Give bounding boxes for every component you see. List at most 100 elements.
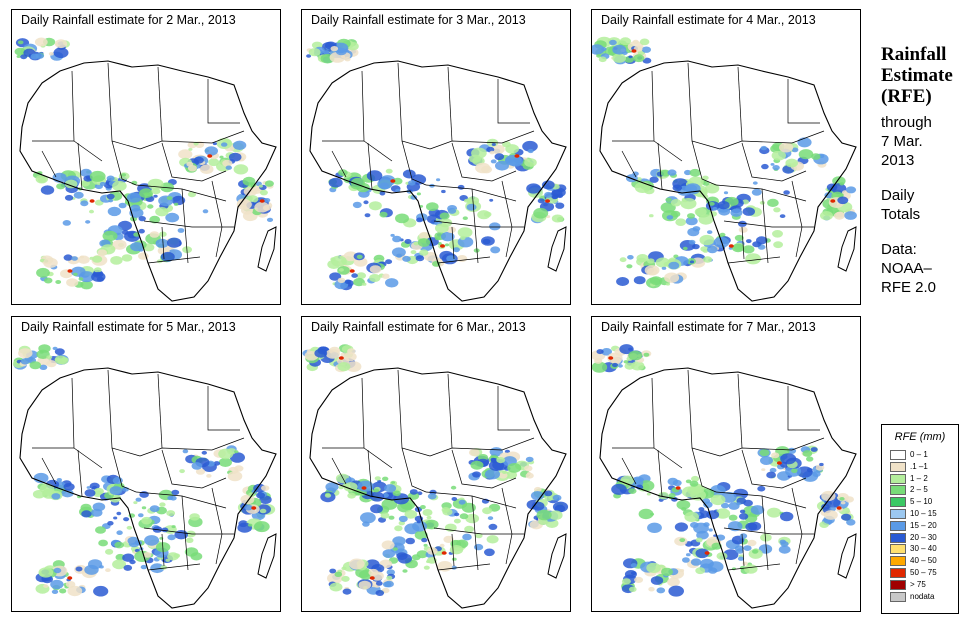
legend: RFE (mm) 0 – 1 .1 –1 1 – 2 2 – 5 5 – 10 10 – … [881,424,959,614]
legend-swatch [890,520,906,531]
rain-patch [694,207,707,217]
rain-patch [29,361,42,370]
rain-patch [424,519,439,530]
rain-patch [751,188,762,196]
rain-patch [366,170,383,182]
rain-patch [684,169,692,176]
rain-patch [408,180,416,186]
country-border [791,487,803,565]
rain-patch [59,588,67,594]
rain-patch [35,174,48,184]
rain-patch [698,507,705,512]
country-border [787,79,820,124]
africa-coastline [19,367,277,609]
legend-label: 1 – 2 [910,473,928,483]
rain-patch [259,508,267,514]
rain-patch [380,512,390,519]
rain-patch [65,581,76,588]
rain-patch [228,152,242,162]
heavy-rain-spot [390,179,396,183]
rain-patch [404,509,418,519]
rain-patch [716,552,728,560]
madagascar-outline [837,533,857,579]
rain-patch [361,282,367,286]
africa-coastline [599,367,857,609]
rain-patch [64,179,78,189]
rain-patch [802,450,813,457]
legend-label: 50 – 75 [910,567,937,577]
rain-patch [206,474,212,478]
country-border [41,150,57,178]
rain-patch [475,162,491,174]
country-border [447,373,453,449]
legend-swatch [890,591,906,602]
rain-patch [552,501,569,513]
map-panel-2: Daily Rainfall estimate for 3 Mar., 2013 [301,9,571,305]
rain-patch [623,360,629,364]
rain-patch [93,267,102,273]
heavy-rain-spot [361,486,367,490]
country-border [741,449,807,489]
rain-patch [544,490,553,497]
rain-patch [369,274,381,282]
rain-patch [166,237,182,248]
rain-patch [661,266,667,270]
rain-patch [541,180,555,190]
rain-patch [458,499,466,505]
rain-patch [191,462,203,470]
country-border [691,140,717,186]
rain-patch [355,567,371,578]
rain-patch [109,486,123,496]
rain-patch [767,198,779,207]
rain-patch [254,201,270,213]
rain-patch [446,226,456,234]
rain-patch [64,194,74,201]
country-border [741,226,745,260]
heavy-rain-spot [349,269,355,273]
rain-patch [105,548,114,555]
rain-patch [144,535,160,546]
rain-patch [707,561,724,573]
rain-patch [739,509,746,514]
rain-patch [385,259,393,265]
rain-patch [81,510,92,518]
rain-patch [819,462,824,467]
rain-patch [413,241,420,246]
rain-patch [80,168,92,177]
rain-patch [730,208,743,217]
legend-label: 2 – 5 [910,485,928,495]
rain-patch [184,547,199,557]
country-border [147,563,201,571]
rain-patch [39,364,48,370]
country-border [139,130,245,150]
legend-swatch [890,532,906,543]
rain-patch [451,557,457,561]
rain-patch [78,277,84,281]
rain-patch [668,585,684,597]
rain-patch [411,554,421,561]
rain-patch [375,590,385,596]
rain-patch [679,569,685,573]
rain-patch [427,493,437,500]
rainfall-map [302,338,570,611]
country-border [401,447,427,493]
rain-patch [370,504,383,514]
rain-patch [439,212,450,220]
country-border [331,457,347,485]
rain-patch [815,464,825,471]
country-border [111,447,137,493]
heavy-rain-spot [830,199,836,203]
rain-patch [687,213,695,219]
rain-patch [544,495,553,502]
rain-patch [93,487,104,495]
rain-areas [12,344,276,597]
rain-patch [609,39,617,46]
rain-patch [91,271,106,282]
rain-patch [419,231,430,240]
rain-patch [56,183,66,190]
rain-patch [481,236,495,246]
africa-coastline [599,60,857,302]
rain-patch [661,567,673,577]
rain-patch [841,513,852,521]
rain-patch [160,182,175,193]
